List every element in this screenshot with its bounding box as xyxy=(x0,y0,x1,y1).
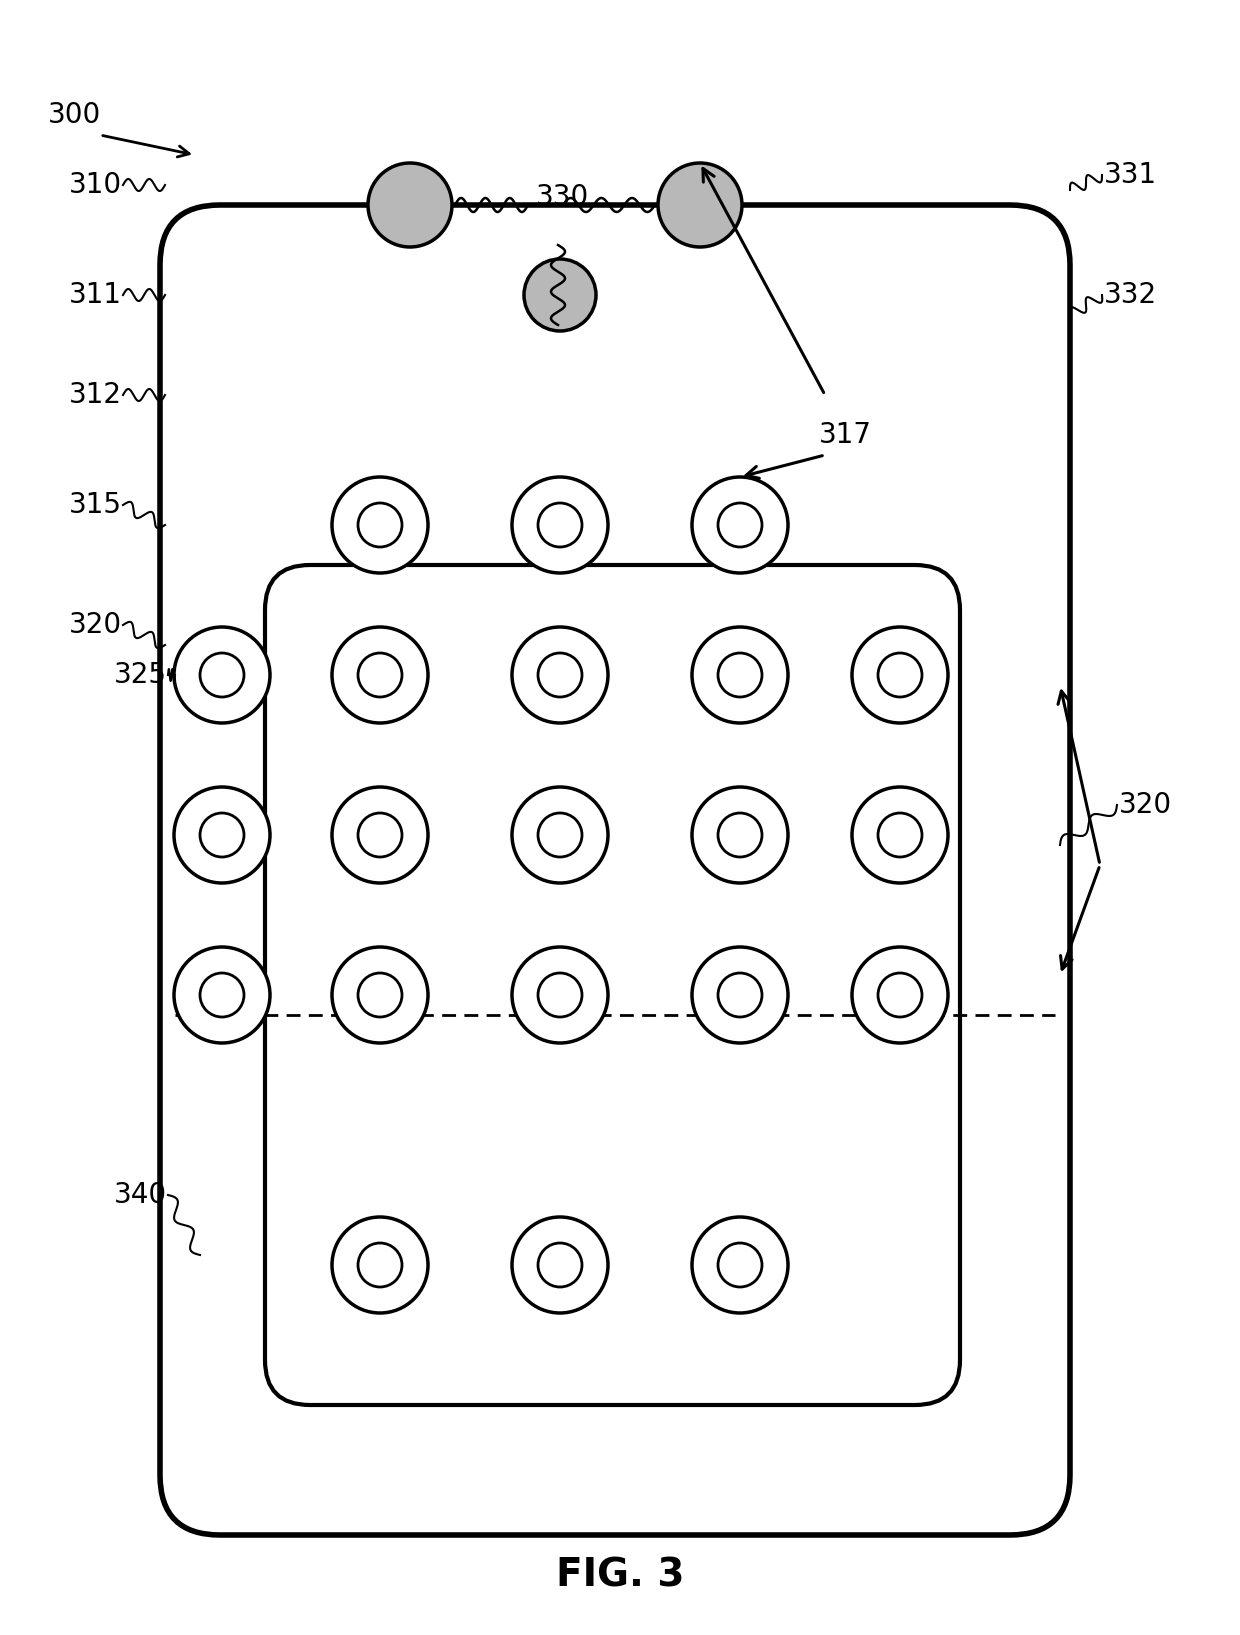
Text: 325: 325 xyxy=(114,661,166,688)
Text: 315: 315 xyxy=(68,490,122,518)
Circle shape xyxy=(332,477,428,572)
Circle shape xyxy=(692,786,787,883)
Text: 331: 331 xyxy=(1104,160,1157,190)
Circle shape xyxy=(852,626,949,723)
Circle shape xyxy=(718,813,763,857)
Circle shape xyxy=(512,477,608,572)
Circle shape xyxy=(878,652,923,697)
Circle shape xyxy=(658,164,742,247)
Circle shape xyxy=(200,813,244,857)
Text: 330: 330 xyxy=(536,183,589,211)
Text: FIG. 3: FIG. 3 xyxy=(556,1557,684,1594)
Text: 320: 320 xyxy=(1118,791,1172,819)
Circle shape xyxy=(512,786,608,883)
Circle shape xyxy=(332,786,428,883)
Circle shape xyxy=(852,786,949,883)
Circle shape xyxy=(200,973,244,1017)
Circle shape xyxy=(525,258,596,330)
Circle shape xyxy=(512,626,608,723)
Circle shape xyxy=(852,947,949,1043)
Circle shape xyxy=(692,947,787,1043)
Text: 311: 311 xyxy=(68,281,122,309)
Circle shape xyxy=(332,947,428,1043)
Circle shape xyxy=(332,1216,428,1313)
Circle shape xyxy=(692,477,787,572)
Circle shape xyxy=(332,626,428,723)
FancyBboxPatch shape xyxy=(265,566,960,1404)
Circle shape xyxy=(368,164,453,247)
Text: 312: 312 xyxy=(68,381,122,409)
Circle shape xyxy=(174,947,270,1043)
Circle shape xyxy=(512,947,608,1043)
Circle shape xyxy=(878,973,923,1017)
Text: 332: 332 xyxy=(1104,281,1157,309)
Circle shape xyxy=(692,626,787,723)
Circle shape xyxy=(358,813,402,857)
Circle shape xyxy=(358,973,402,1017)
Circle shape xyxy=(358,1243,402,1287)
Circle shape xyxy=(358,652,402,697)
Circle shape xyxy=(718,652,763,697)
Circle shape xyxy=(718,973,763,1017)
Text: 300: 300 xyxy=(48,101,102,129)
Text: 340: 340 xyxy=(113,1180,166,1208)
Circle shape xyxy=(538,652,582,697)
Text: 317: 317 xyxy=(818,420,872,450)
Circle shape xyxy=(538,504,582,548)
Circle shape xyxy=(538,973,582,1017)
Circle shape xyxy=(718,504,763,548)
Circle shape xyxy=(878,813,923,857)
Circle shape xyxy=(718,1243,763,1287)
Circle shape xyxy=(174,786,270,883)
FancyBboxPatch shape xyxy=(160,204,1070,1535)
Circle shape xyxy=(538,1243,582,1287)
Circle shape xyxy=(200,652,244,697)
Circle shape xyxy=(512,1216,608,1313)
Text: 310: 310 xyxy=(68,172,122,199)
Circle shape xyxy=(174,626,270,723)
Circle shape xyxy=(692,1216,787,1313)
Circle shape xyxy=(538,813,582,857)
Circle shape xyxy=(358,504,402,548)
Text: 320: 320 xyxy=(68,611,122,639)
